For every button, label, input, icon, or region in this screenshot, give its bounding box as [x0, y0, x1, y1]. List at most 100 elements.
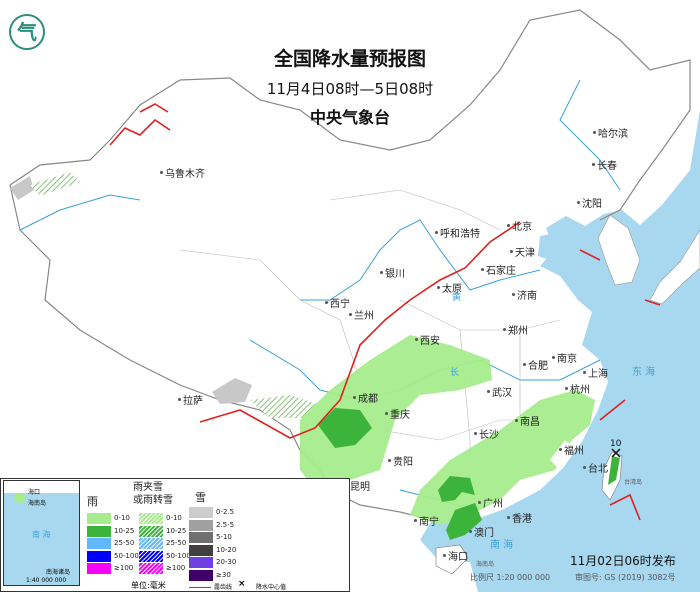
inset-haikou-label: 海口: [28, 489, 41, 496]
city-label: 西安: [415, 332, 440, 347]
inset-sea-label: 南 海: [32, 530, 51, 539]
legend-swatch: [87, 525, 111, 537]
legend-swatch-label: 25-50: [166, 539, 187, 547]
city-label: 济南: [512, 287, 537, 302]
city-label: 兰州: [349, 307, 374, 322]
bohai-sea: [538, 232, 570, 262]
sea-label-south: 南 海: [490, 538, 513, 551]
rain-center-legend-icon: ×: [238, 579, 246, 589]
city-label: 武汉: [487, 384, 512, 399]
legend-swatch: [87, 550, 111, 562]
legend-unit: 单位:毫米: [131, 581, 166, 590]
legend-swatch: [189, 532, 213, 543]
city-label: 哈尔滨: [593, 125, 628, 140]
mixed-precip-area: [250, 395, 320, 418]
city-label: 海口: [443, 548, 468, 563]
city-label: 广州: [478, 495, 503, 510]
map-approval-number: 审图号: GS (2019) 3082号: [575, 573, 676, 582]
city-label: 澳门: [469, 524, 494, 539]
city-label: 南京: [552, 350, 577, 365]
legend-swatch-label: 0-10: [166, 514, 182, 522]
forecast-period: 11月4日08时—5日08时: [266, 80, 434, 98]
map-title: 全国降水量预报图: [273, 48, 426, 70]
city-label: 成都: [353, 390, 378, 405]
legend-swatch-label: ≥30: [216, 570, 231, 579]
rain-moderate-sichuan: [318, 408, 372, 448]
legend-mixed-title: 雨夹雪 或雨转雪: [133, 482, 173, 506]
legend-swatch: [189, 544, 213, 556]
city-label: 乌鲁木齐: [160, 165, 205, 180]
japan-island: [649, 229, 700, 305]
legend-swatch: [139, 513, 163, 524]
city-label: 昆明: [345, 478, 370, 493]
legend-swatch-label: ≥100: [166, 564, 186, 572]
legend-swatch: [87, 563, 111, 574]
city-label: 沈阳: [577, 195, 602, 210]
city-label: 南昌: [515, 413, 540, 428]
rain-moderate-taiwan: [608, 456, 620, 485]
legend-swatch: [189, 557, 213, 568]
hainan-island: [435, 544, 469, 575]
legend-swatch-label: 10-20: [216, 545, 237, 554]
legend-swatch-label: 50-100: [166, 551, 191, 560]
shear-line-icon: [189, 587, 211, 588]
rain-moderate-guangxi: [438, 476, 475, 502]
legend-swatch: [139, 525, 163, 537]
city-label: 太原: [437, 280, 462, 295]
legend-swatch-label: 2.5-5: [216, 520, 235, 529]
korea-peninsula: [597, 214, 641, 286]
legend-swatch-label: 10-25: [166, 526, 187, 535]
city-label: 北京: [507, 218, 532, 233]
city-label: 南宁: [414, 513, 439, 528]
legend-swatch: [87, 538, 111, 549]
snow-area-tibet: [212, 378, 252, 404]
legend-center-label: 降水中心值: [256, 584, 287, 591]
legend-swatch-label: 25-50: [114, 539, 135, 547]
inset-hainan-label: 海南岛: [28, 500, 47, 507]
legend-swatch-label: 0-10: [114, 514, 130, 522]
inset-hainan: [14, 493, 26, 503]
sea-area: [420, 110, 700, 592]
agency-name: 中央气象台: [309, 108, 390, 127]
city-label: 香港: [507, 510, 532, 525]
city-label: 西宁: [325, 295, 350, 310]
no-rain-fujian: [550, 440, 575, 470]
city-label: 贵阳: [388, 453, 413, 468]
cma-logo-icon: 气: [9, 14, 45, 50]
city-label: 郑州: [503, 322, 528, 337]
mixed-precip-area-xinjiang: [30, 172, 80, 196]
legend-swatch: [189, 507, 213, 518]
river-label-chang: 长: [450, 366, 459, 378]
legend-swatch-label: 20-30: [216, 558, 237, 566]
rain-area-southwest: [300, 335, 492, 495]
city-label: 台北: [583, 460, 608, 475]
legend-swatch: [139, 563, 163, 574]
legend-snow-title: 雪: [195, 491, 206, 504]
city-label: 杭州: [565, 381, 590, 396]
inset-land: [4, 481, 79, 493]
island-label-taiwan: 台湾岛: [624, 478, 642, 486]
legend-swatch: [87, 513, 111, 524]
city-label: 重庆: [385, 406, 410, 421]
city-label: 拉萨: [178, 392, 203, 407]
city-label: 长沙: [474, 426, 499, 441]
rain-center-value: 10: [610, 439, 622, 449]
legend-rain-title: 雨: [87, 495, 98, 508]
city-label: 石家庄: [481, 262, 516, 277]
inset-scale: 1:40 000 000: [26, 577, 67, 584]
river-label-huang: 黄: [452, 291, 461, 303]
south-china-sea-inset: 海口 海南岛 南 海 南海诸岛 1:40 000 000: [3, 480, 80, 586]
rain-moderate-guangdong: [446, 503, 482, 540]
city-label: 银川: [380, 265, 405, 280]
rain-center-marker-icon: [611, 448, 621, 458]
inset-islands-label: 南海诸岛: [46, 569, 71, 576]
legend-swatch: [189, 519, 213, 531]
legend-swatch-label: 0-2.5: [216, 508, 235, 516]
legend-swatch-label: ≥100: [114, 564, 134, 572]
sea-label-east: 东 海: [632, 365, 655, 378]
city-label: 福州: [559, 442, 584, 457]
issued-time: 11月02日06时发布: [570, 554, 676, 568]
legend-front-label: 露齿线: [214, 584, 233, 591]
shear-lines: [109, 103, 661, 521]
